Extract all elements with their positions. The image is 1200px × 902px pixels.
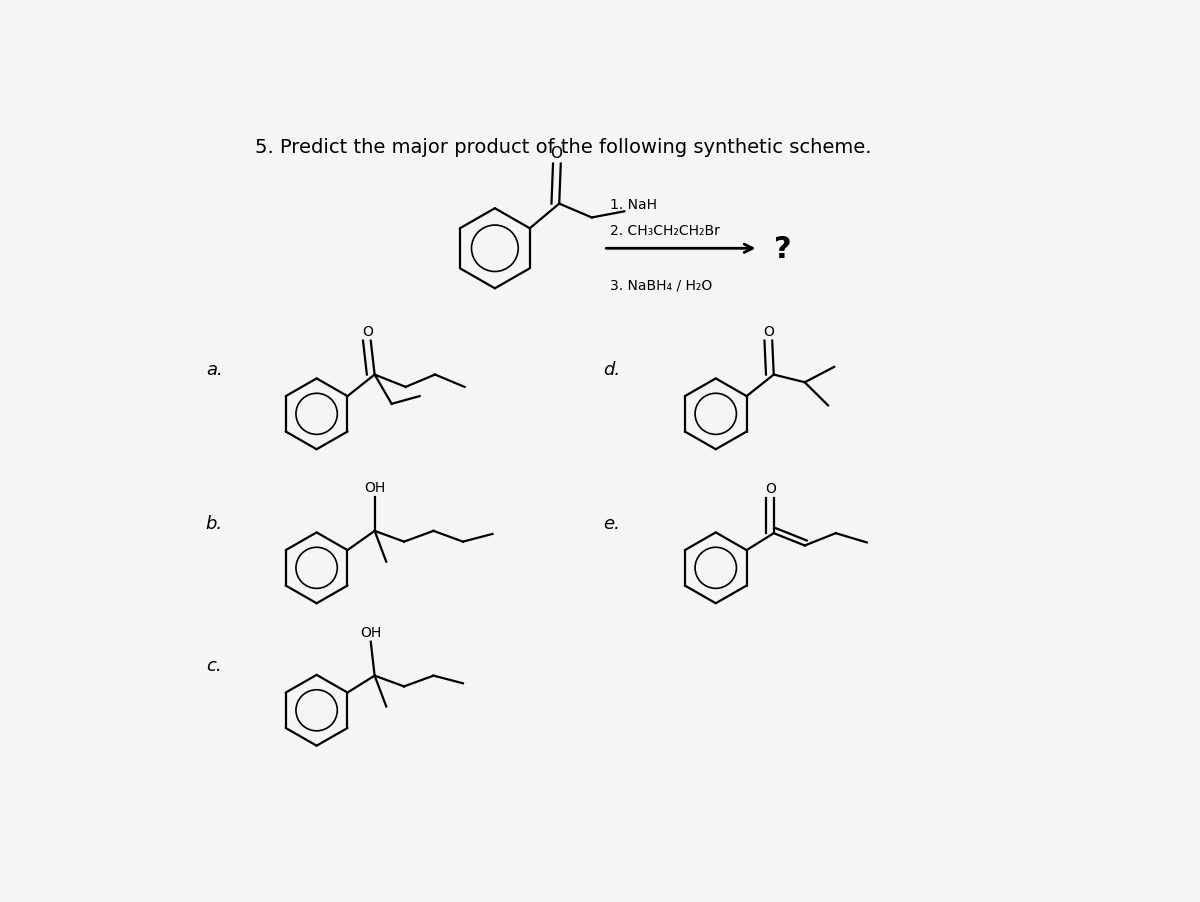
Text: d.: d. [604, 361, 620, 379]
Text: OH: OH [364, 481, 385, 494]
Text: O: O [766, 481, 776, 495]
Text: O: O [362, 324, 373, 338]
Text: 1. NaH: 1. NaH [610, 198, 656, 212]
Text: OH: OH [360, 625, 382, 639]
Text: c.: c. [206, 657, 222, 675]
Text: 3. NaBH₄ / H₂O: 3. NaBH₄ / H₂O [610, 278, 712, 292]
Text: 2. CH₃CH₂CH₂Br: 2. CH₃CH₂CH₂Br [610, 224, 720, 237]
Text: e.: e. [604, 514, 620, 532]
Text: 5. Predict the major product of the following synthetic scheme.: 5. Predict the major product of the foll… [254, 137, 871, 156]
Text: O: O [763, 324, 774, 338]
Text: a.: a. [206, 361, 222, 379]
Text: b.: b. [206, 514, 223, 532]
Text: O: O [550, 145, 562, 161]
Text: ?: ? [774, 235, 792, 263]
